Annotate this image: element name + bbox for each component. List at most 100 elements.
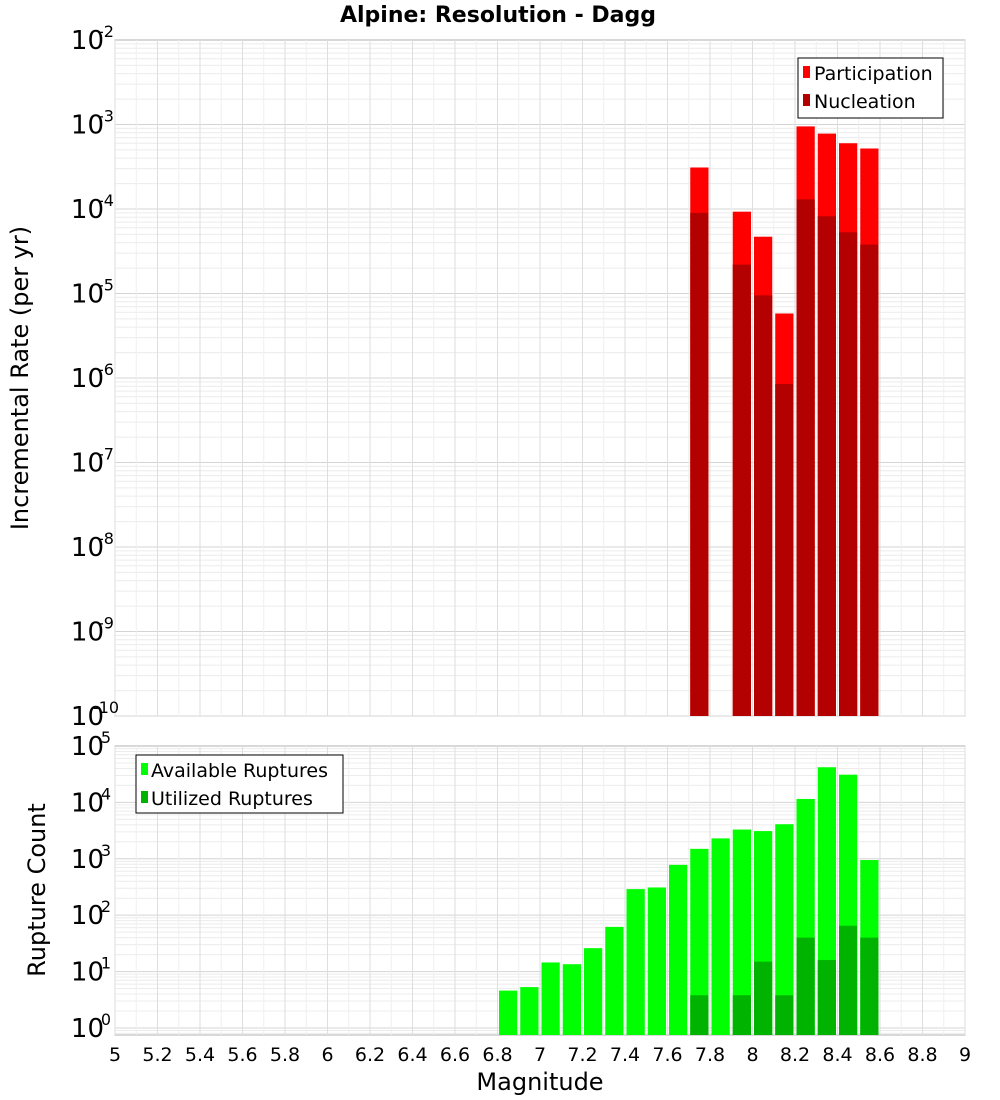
x-tick-label: 8.6 [865,1044,895,1066]
top-y-tick-label: 10 [71,111,104,141]
x-tick-label: 7.2 [567,1044,597,1066]
bottom-bar-utilized-ruptures [775,995,794,1035]
top-bar-nucleation [690,212,709,716]
bottom-bar-available-ruptures [520,987,539,1035]
nucleation-legend-label: Nucleation [814,91,916,113]
bottom-bar-available-ruptures [562,964,581,1035]
bottom-bar-utilized-ruptures [690,995,709,1035]
bottom-legend-box [135,754,344,814]
top-y-tick-exponent: -3 [98,107,114,126]
bottom-bar-available-ruptures [499,990,518,1035]
bottom-bar-available-ruptures [690,848,709,1035]
x-tick-label: 8 [746,1044,758,1066]
x-tick-label: 7.6 [652,1044,682,1066]
top-y-tick-label: 10 [71,702,104,732]
bottom-bar-available-ruptures [732,829,751,1035]
x-tick-label: 9 [959,1044,971,1066]
top-y-tick-exponent: -10 [93,698,119,717]
top-bar-nucleation [839,232,858,716]
top-y-tick-label: 10 [71,26,104,56]
bottom-bar-available-ruptures [605,926,624,1035]
top-legend-box [797,57,944,119]
bottom-y-tick-exponent: 5 [101,728,111,747]
top-y-tick-exponent: -4 [98,191,114,210]
bottom-y-tick-label: 10 [71,958,104,988]
bottom-bar-available-ruptures [711,838,730,1035]
bottom-bar-available-ruptures [626,889,645,1035]
top-bars [690,126,879,717]
top-bar-nucleation [796,199,815,717]
top-bar-nucleation [860,244,879,716]
bottom-y-tick-label: 10 [71,732,104,762]
top-legend: Participation Nucleation [797,57,944,119]
top-y-tick-exponent: -6 [98,360,114,379]
bottom-y-tick-label: 10 [71,788,104,818]
top-y-tick-exponent: -2 [98,22,114,41]
x-tick-label: 8.8 [907,1044,937,1066]
x-tick-label: 6.4 [397,1044,427,1066]
top-grid [114,40,966,717]
available-legend-label: Available Ruptures [151,760,328,782]
top-y-tick-label: 10 [71,449,104,479]
x-tick-label: 6.6 [440,1044,470,1066]
x-tick-label: 5.6 [227,1044,257,1066]
bottom-bar-utilized-ruptures [860,937,879,1035]
top-y-tick-label: 10 [71,364,104,394]
x-tick-label: 5.2 [142,1044,172,1066]
x-axis-label: Magnitude [476,1068,603,1096]
bottom-bar-utilized-ruptures [796,937,815,1035]
top-y-tick-label: 10 [71,533,104,563]
top-y-tick-label: 10 [71,618,104,648]
x-tick-label: 5.4 [185,1044,215,1066]
bottom-bar-available-ruptures [541,962,560,1035]
bottom-y-axis-label: Rupture Count [23,803,51,977]
x-tick-label: 8.4 [822,1044,852,1066]
nucleation-swatch [803,94,810,106]
x-tick-label: 7.4 [610,1044,640,1066]
x-tick-label: 7.8 [695,1044,725,1066]
utilized-legend-label: Utilized Ruptures [151,788,313,810]
bottom-y-tick-exponent: 2 [101,897,111,916]
bottom-y-tick-exponent: 3 [101,841,111,860]
top-y-tick-exponent: -5 [98,276,114,295]
bottom-bar-utilized-ruptures [754,961,773,1035]
top-bar-nucleation [817,216,836,717]
bottom-bar-utilized-ruptures [817,960,836,1035]
top-y-tick-exponent: -9 [98,614,114,633]
bottom-y-tick-label: 10 [71,845,104,875]
x-ticks: 5 5.2 5.4 5.6 5.8 6 6.2 6.4 6.6 6.8 7 7.2 7.4 7.6 7.8 8… [109,1044,971,1066]
bottom-legend: Available Ruptures Utilized Ruptures [135,754,344,814]
bottom-bar-available-ruptures [669,864,688,1035]
top-y-tick-exponent: -7 [98,445,114,464]
top-bar-nucleation [754,295,773,716]
top-bar-nucleation [775,383,794,716]
participation-legend-label: Participation [814,63,933,85]
bottom-y-tick-label: 10 [71,901,104,931]
bottom-bar-utilized-ruptures [732,995,751,1035]
bottom-y-tick-exponent: 1 [101,954,111,973]
x-tick-label: 6 [321,1044,333,1066]
bottom-y-tick-exponent: 0 [101,1010,111,1029]
participation-swatch [803,66,810,78]
top-y-tick-exponent: -8 [98,529,114,548]
top-bar-nucleation [732,264,751,716]
chart-title: Alpine: Resolution - Dagg [340,3,656,28]
bottom-y-tick-label: 10 [71,1014,104,1044]
x-tick-label: 7 [534,1044,546,1066]
utilized-swatch [141,791,148,803]
top-y-axis-label: Incremental Rate (per yr) [6,226,34,530]
bottom-bar-available-ruptures [775,824,794,1035]
x-tick-label: 5.8 [270,1044,300,1066]
x-tick-label: 6.8 [482,1044,512,1066]
bottom-bars [499,767,879,1035]
available-swatch [141,763,148,775]
bottom-y-tick-exponent: 4 [101,784,111,803]
top-y-tick-label: 10 [71,280,104,310]
x-tick-label: 5 [109,1044,121,1066]
x-tick-label: 6.2 [355,1044,385,1066]
bottom-bar-utilized-ruptures [839,925,858,1035]
top-y-tick-label: 10 [71,195,104,225]
